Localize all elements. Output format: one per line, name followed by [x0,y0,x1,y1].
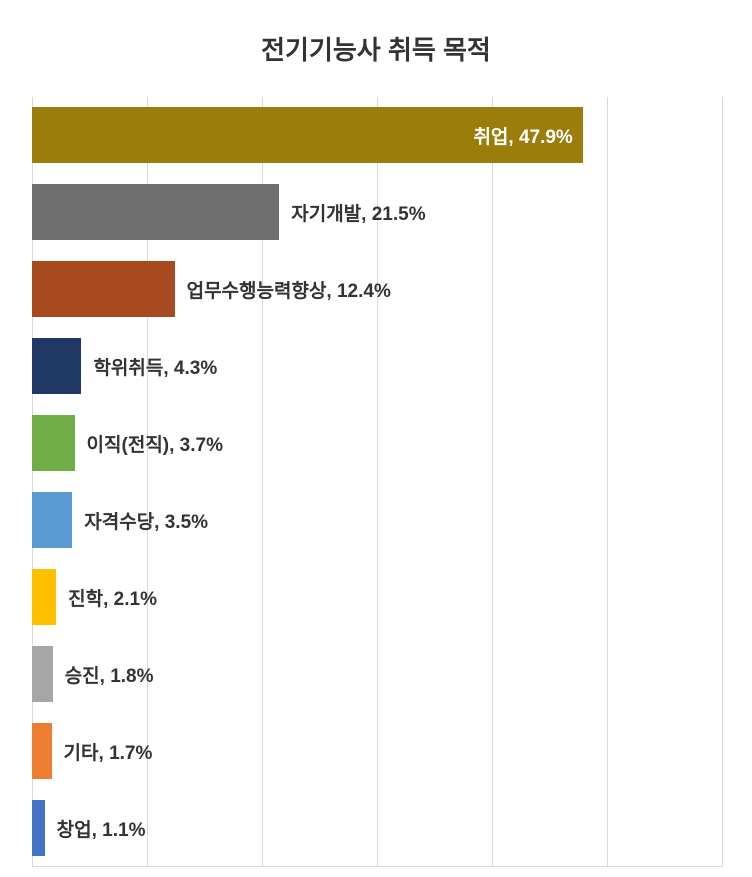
bar-row: 학위취득, 4.3% [32,328,722,405]
bar-row: 자기개발, 21.5% [32,174,722,251]
grid-line [722,97,723,867]
bar [32,261,175,317]
bar-label: 자기개발, 21.5% [291,184,425,240]
bar [32,184,279,240]
bar-label: 학위취득, 4.3% [93,338,217,394]
bar [32,492,72,548]
bar [32,338,81,394]
bar-row: 창업, 1.1% [32,790,722,867]
chart-container: 전기기능사 취득 목적 취업, 47.9% 자기개발, 21.5% 업무수행능력향상… [0,0,752,877]
bar-row: 업무수행능력향상, 12.4% [32,251,722,328]
bar-label: 취업, 47.9% [32,107,583,163]
bar-row: 이직(전직), 3.7% [32,405,722,482]
plot-area: 취업, 47.9% 자기개발, 21.5% 업무수행능력향상, 12.4% 학위취득,… [32,97,722,867]
bar-label: 자격수당, 3.5% [84,492,208,548]
bar [32,646,53,702]
x-axis-line [32,866,722,867]
bar-label: 승진, 1.8% [65,646,154,702]
bar-row: 기타, 1.7% [32,713,722,790]
bar-label: 업무수행능력향상, 12.4% [187,261,391,317]
bar-row: 취업, 47.9% [32,97,722,174]
chart-title: 전기기능사 취득 목적 [30,30,722,67]
bar [32,723,52,779]
bar-label: 진학, 2.1% [68,569,157,625]
bar-row: 진학, 2.1% [32,559,722,636]
bar [32,415,75,471]
bar-row: 자격수당, 3.5% [32,482,722,559]
bars-wrap: 취업, 47.9% 자기개발, 21.5% 업무수행능력향상, 12.4% 학위취득,… [32,97,722,867]
bar [32,800,45,856]
bar-label: 이직(전직), 3.7% [87,415,223,471]
bar-label: 창업, 1.1% [57,800,146,856]
bar-row: 승진, 1.8% [32,636,722,713]
bar-label: 기타, 1.7% [64,723,153,779]
bar [32,569,56,625]
